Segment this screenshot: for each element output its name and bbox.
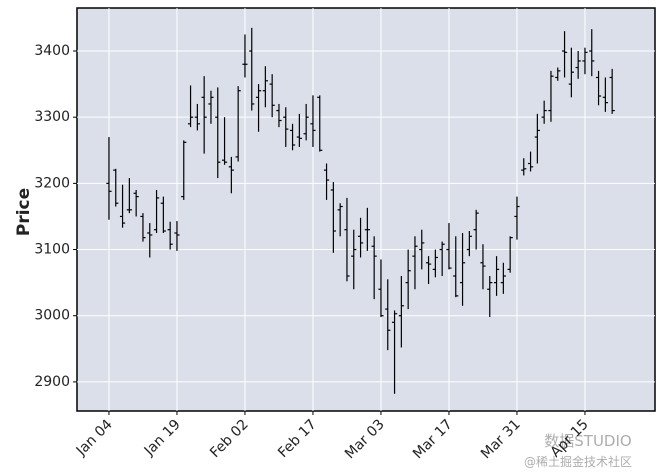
y-tick-label: 3300	[34, 109, 70, 125]
x-tick-label: Feb 17	[275, 417, 320, 462]
y-tick-label: 3000	[34, 308, 70, 324]
x-tick-label: Mar 03	[342, 417, 388, 463]
y-axis-label: Price	[14, 188, 34, 236]
watermark: 数据STUDIO	[544, 432, 631, 450]
x-tick-label: Mar 17	[410, 417, 456, 463]
x-tick-label: Jan 19	[141, 417, 184, 460]
y-tick-label: 2900	[34, 374, 70, 390]
watermark: @稀土掘金技术社区	[524, 454, 632, 469]
x-tick-label: Jan 04	[73, 416, 116, 459]
x-tick-label: Mar 31	[478, 417, 524, 463]
y-tick-label: 3200	[34, 175, 70, 191]
plot-area	[76, 7, 656, 412]
y-tick-label: 3100	[34, 242, 70, 258]
x-tick-label: Feb 02	[207, 417, 252, 462]
y-tick-label: 3400	[34, 43, 70, 59]
